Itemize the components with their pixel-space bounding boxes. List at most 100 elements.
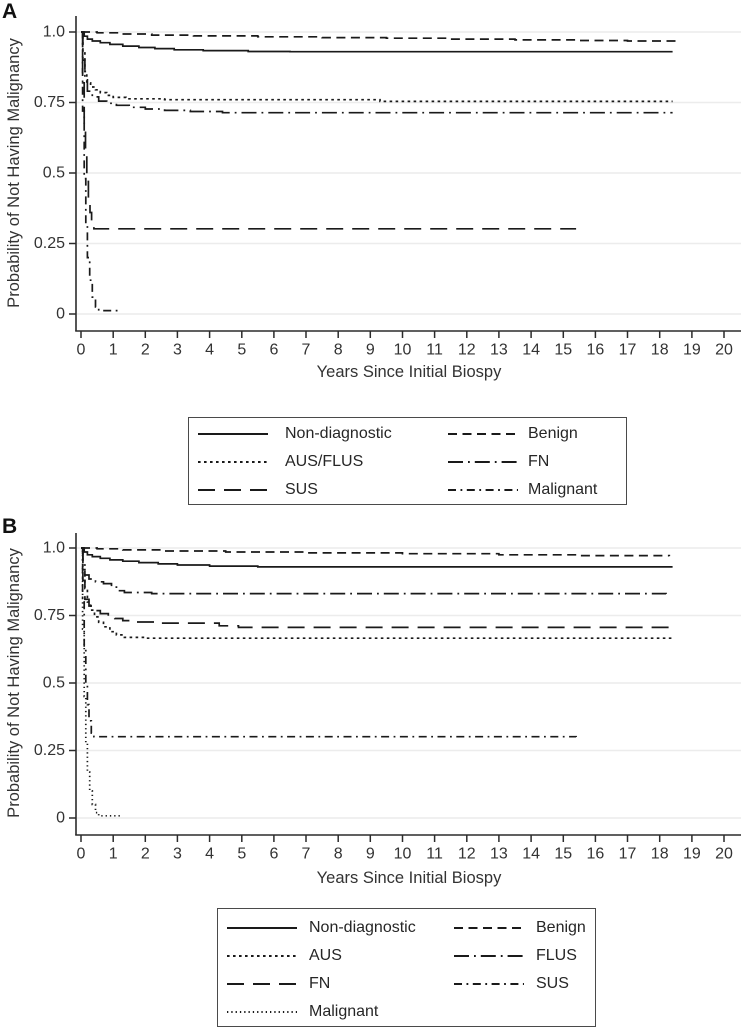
panel-b-legend-label-sus: SUS [536,975,569,992]
panel-b-legend-label-fn: FN [309,975,331,992]
legend-line-sample-longdashdot [448,461,518,463]
panel-b-legend-label-non-diagnostic: Non-diagnostic [309,919,416,936]
panel-a-x-tick-label: 14 [522,342,540,359]
panel-a-legend-label-non-diagnostic: Non-diagnostic [285,425,392,442]
panel-b-curve-benign [81,547,671,557]
panel-b-legend-row: Malignant [218,998,595,1026]
panel-a-x-tick-label: 9 [366,342,375,359]
legend-line-sample-dot [227,955,297,957]
panel-b-legend-label-aus: AUS [309,947,342,964]
panel-b-curve-malignant [81,547,123,817]
panel-a-legend-label-sus: SUS [285,481,318,498]
panel-b-legend-row: AUS FLUS [218,942,595,970]
panel-a-x-tick-label: 8 [334,342,343,359]
panel-b-curve-non-diagnostic [81,547,673,568]
panel-b-x-tick-label: 12 [458,846,476,863]
panel-a-x-tick-label: 1 [109,342,118,359]
legend-line-sample-solid [198,433,268,435]
legend-line-sample-shortdashdot [448,489,518,491]
panel-b-label: B [2,515,18,538]
panel-b-legend-row: Non-diagnostic Benign [218,914,595,942]
panel-a-x-tick-label: 20 [715,342,733,359]
legend-line-sample-solid [227,927,297,929]
panel-a-curve-non-diagnostic [81,31,673,53]
panel-a-x-tick-label: 18 [651,342,669,359]
panel-a-x-tick-label: 13 [490,342,508,359]
panel-a-x-tick-label: 3 [173,342,182,359]
panel-a-x-tick-label: 0 [77,342,86,359]
panel-b-x-tick-label: 9 [366,846,375,863]
panel-a-x-tick-label: 12 [458,342,476,359]
panel-b-x-tick-label: 1 [109,846,118,863]
panel-b-x-tick-label: 18 [651,846,669,863]
panel-a-legend-row: Non-diagnostic Benign [189,420,626,448]
legend-line-sample-finedot [227,1011,297,1013]
panel-b-y-axis-title: Probability of Not Having Malignancy [5,547,23,817]
panel-a-y-tick-label: 0 [56,306,65,323]
panel-a-x-tick-label: 5 [237,342,246,359]
panel-a-curve-benign [81,31,679,42]
legend-line-sample-dot [198,461,268,463]
panel-b-x-tick-label: 20 [715,846,733,863]
panel-b-x-tick-label: 6 [269,846,278,863]
panel-a-label: A [2,0,18,23]
panel-a-curve-sus [81,31,577,230]
panel-b-legend-row: FN SUS [218,970,595,998]
panel-b-x-tick-label: 10 [394,846,412,863]
panel-b-x-tick-label: 3 [173,846,182,863]
panel-a-y-tick-label: 0.75 [34,94,65,111]
panel-b-x-tick-label: 4 [205,846,214,863]
panel-b-y-tick-label: 1.0 [43,540,65,557]
panel-a-x-axis-title: Years Since Initial Biospy [317,363,502,381]
panel-b-x-axis-title: Years Since Initial Biospy [317,869,502,887]
panel-b-legend-label-benign: Benign [536,919,586,936]
panel-b-curve-sus [81,547,577,738]
panel-a-x-tick-label: 11 [426,342,443,359]
panel-a-y-axis-title: Probability of Not Having Malignancy [5,37,23,307]
panel-a-x-tick-label: 7 [302,342,311,359]
panel-b-x-tick-label: 0 [77,846,86,863]
panel-b-x-tick-label: 7 [302,846,311,863]
panel-a-legend-label-malignant: Malignant [528,481,598,498]
panel-b-x-tick-label: 15 [554,846,572,863]
panel-a-legend-label-aus-flus: AUS/FLUS [285,453,364,470]
panel-b-curve-aus [81,547,674,640]
panel-a-y-tick-label: 0.5 [43,165,65,182]
panel-b-x-tick-label: 19 [683,846,701,863]
panel-a-curve-malignant [81,31,121,312]
panel-b-x-tick-label: 14 [522,846,540,863]
panel-b-y-tick-label: 0 [56,810,65,827]
panel-b-x-tick-label: 13 [490,846,508,863]
panel-b-y-tick-label: 0.25 [34,742,65,759]
legend-line-sample-dash [448,433,518,435]
panel-a-x-tick-label: 19 [683,342,701,359]
panel-a-legend-label-benign: Benign [528,425,578,442]
panel-a-x-tick-label: 17 [619,342,637,359]
panel-a-curve-fn [81,31,673,114]
panel-b-x-tick-label: 2 [141,846,150,863]
panel-b-x-tick-label: 11 [426,846,443,863]
panel-a-legend-row: AUS/FLUS FN [189,448,626,476]
panel-a-x-tick-label: 10 [394,342,412,359]
panel-b-x-tick-label: 8 [334,846,343,863]
legend-line-sample-shortdashdot [454,983,524,985]
panel-b-x-tick-label: 5 [237,846,246,863]
panel-a-legend: Non-diagnostic Benign AUS/FLUS FN SUS Maligna… [188,417,627,505]
panel-b-curve-flus [81,547,667,595]
panel-b-legend-label-malignant: Malignant [309,1003,379,1020]
panel-b-x-tick-label: 16 [587,846,605,863]
panel-a-x-tick-label: 15 [554,342,572,359]
panel-a-x-tick-label: 16 [587,342,605,359]
panel-a-y-tick-label: 0.25 [34,235,65,252]
panel-a-x-tick-label: 6 [269,342,278,359]
legend-line-sample-longdashdot [454,955,524,957]
panel-b-curve-fn [81,547,673,629]
legend-line-sample-longdash [227,983,297,985]
panel-a-x-tick-label: 2 [141,342,150,359]
panel-b-y-tick-label: 0.75 [34,607,65,624]
panel-b-legend: Non-diagnostic Benign AUS FLUS FN SUS Malignan… [217,908,596,1027]
legend-line-sample-longdash [198,489,268,491]
panel-a-legend-row: SUS Malignant [189,476,626,504]
